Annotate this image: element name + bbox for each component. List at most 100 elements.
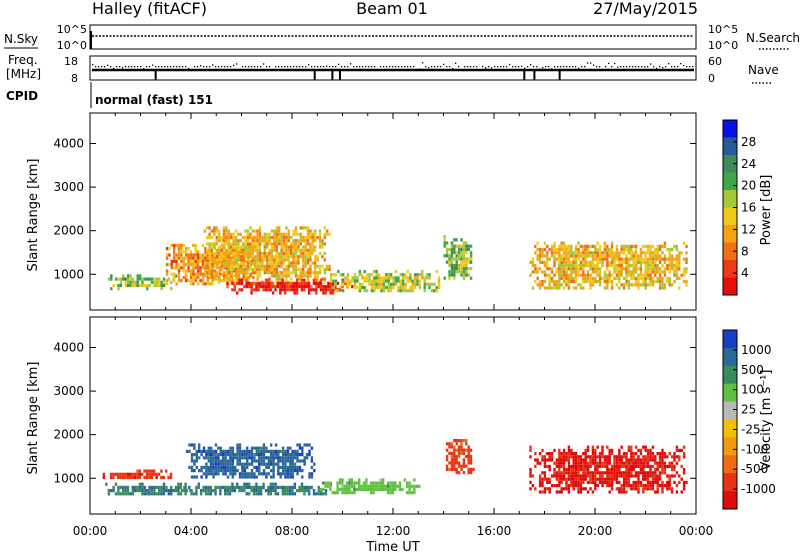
power-cell — [264, 288, 268, 292]
power-cell — [197, 250, 200, 254]
power-cell — [292, 261, 295, 265]
power-cell — [443, 276, 446, 280]
power-cell — [242, 242, 245, 246]
power-cell — [560, 257, 563, 261]
velocity-cell — [241, 465, 244, 469]
nave-dot — [242, 66, 244, 68]
velocity-cell — [613, 468, 616, 472]
power-cell — [218, 248, 221, 252]
power-cell — [304, 274, 307, 278]
velocity-cell — [270, 443, 273, 447]
velocity-cell — [457, 455, 461, 459]
velocity-cell — [231, 472, 234, 476]
power-cell — [608, 248, 611, 252]
power-cell — [634, 244, 638, 248]
power-cell — [553, 283, 556, 287]
power-cell — [247, 279, 250, 283]
nave-dot — [161, 66, 163, 68]
nave-dot — [203, 66, 205, 68]
nave-dot — [347, 66, 349, 68]
power-cell — [309, 274, 312, 278]
velocity-cell — [272, 485, 275, 489]
velocity-cell — [445, 464, 449, 468]
velocity-cell — [303, 459, 306, 463]
power-colorbar-tick-label: 24 — [741, 157, 756, 171]
power-cell — [460, 267, 463, 271]
velocity-cell — [210, 446, 213, 450]
nave-dot — [596, 66, 598, 68]
velocity-cell — [298, 453, 302, 457]
power-cell — [211, 263, 214, 267]
power-cell — [453, 238, 456, 242]
nave-dot — [542, 67, 544, 69]
power-cell — [404, 273, 407, 277]
velocity-cell — [577, 474, 580, 478]
power-cell — [222, 271, 226, 275]
velocity-cell — [582, 477, 585, 481]
velocity-cell — [620, 471, 623, 475]
power-cell — [596, 257, 599, 261]
power-cell — [685, 251, 688, 255]
velocity-cell — [183, 485, 186, 489]
velocity-cell — [248, 485, 251, 489]
nave-dot — [575, 66, 577, 68]
velocity-cell — [258, 462, 261, 466]
power-cell — [310, 288, 313, 292]
velocity-cell — [300, 485, 304, 489]
power-cell — [291, 281, 294, 285]
power-cell — [199, 279, 202, 283]
velocity-cell — [598, 452, 602, 456]
power-cell — [562, 276, 566, 280]
velocity-cell — [529, 448, 532, 452]
power-cell — [615, 283, 619, 287]
power-cell — [550, 267, 554, 271]
power-cell — [220, 245, 223, 249]
power-cell — [558, 254, 561, 258]
power-cell — [389, 273, 393, 277]
velocity-cell — [550, 458, 554, 462]
velocity-cell — [286, 453, 290, 457]
velocity-cell — [546, 452, 549, 456]
velocity-cell — [596, 461, 599, 465]
power-cell — [262, 288, 265, 292]
velocity-cell — [586, 445, 590, 449]
power-cell — [249, 261, 252, 265]
velocity-cell — [670, 461, 674, 465]
power-cell — [208, 271, 211, 275]
power-cell — [230, 271, 233, 275]
power-cell — [268, 264, 271, 268]
power-cell — [311, 271, 314, 275]
power-cell — [319, 288, 323, 292]
power-colorbar-swatch — [723, 155, 737, 173]
power-cell — [377, 273, 381, 277]
power-cell — [649, 251, 652, 255]
power-cell — [339, 285, 342, 290]
power-cell — [465, 241, 468, 245]
power-cell — [237, 232, 240, 236]
power-cell — [565, 244, 568, 248]
power-cell — [353, 285, 357, 290]
velocity-cell — [165, 469, 168, 473]
velocity-cell — [374, 484, 378, 488]
power-cell — [281, 281, 284, 285]
velocity-cell — [260, 485, 263, 489]
power-cell — [110, 277, 113, 281]
power-cell — [249, 259, 253, 263]
velocity-cell — [228, 489, 232, 493]
velocity-cell — [654, 480, 657, 484]
velocity-cell — [260, 492, 263, 496]
power-cell — [153, 280, 156, 284]
velocity-cell — [198, 443, 201, 447]
velocity-cell — [622, 452, 626, 456]
power-cell — [682, 267, 686, 271]
power-cell — [666, 257, 669, 261]
power-cell — [201, 263, 205, 267]
power-cell — [263, 239, 266, 243]
velocity-cell — [584, 461, 587, 465]
power-cell — [173, 247, 176, 251]
power-cell — [346, 273, 350, 277]
velocity-cell — [646, 464, 650, 468]
power-cell — [560, 270, 563, 274]
velocity-cell — [174, 485, 178, 489]
